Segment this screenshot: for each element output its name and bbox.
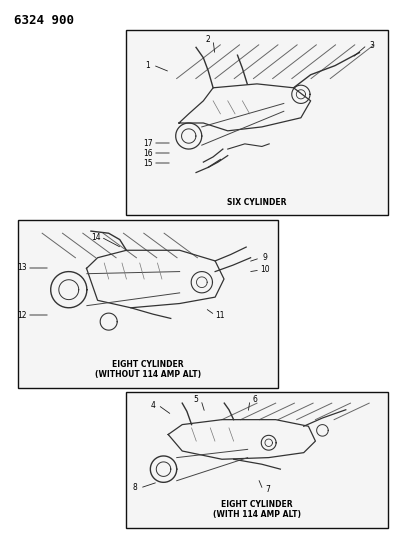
Text: 4: 4 <box>151 400 155 409</box>
Text: 5: 5 <box>193 395 198 405</box>
Text: 15: 15 <box>143 158 153 167</box>
Text: 8: 8 <box>133 483 137 492</box>
Text: 6: 6 <box>253 395 257 405</box>
Text: 6324 900: 6324 900 <box>14 14 74 27</box>
Text: 1: 1 <box>146 61 151 69</box>
Text: 16: 16 <box>143 149 153 157</box>
Text: 10: 10 <box>260 265 270 274</box>
Bar <box>18 220 278 388</box>
Bar <box>126 392 388 528</box>
Text: EIGHT CYLINDER
(WITH 114 AMP ALT): EIGHT CYLINDER (WITH 114 AMP ALT) <box>213 499 301 519</box>
Text: 14: 14 <box>91 232 101 241</box>
Text: 12: 12 <box>17 311 27 319</box>
Text: EIGHT CYLINDER
(WITHOUT 114 AMP ALT): EIGHT CYLINDER (WITHOUT 114 AMP ALT) <box>95 360 201 379</box>
Text: 17: 17 <box>143 139 153 148</box>
Text: 11: 11 <box>215 311 225 319</box>
Text: 3: 3 <box>370 41 375 50</box>
Text: 13: 13 <box>17 263 27 272</box>
Bar <box>126 30 388 215</box>
Text: 2: 2 <box>206 36 211 44</box>
Text: SIX CYLINDER: SIX CYLINDER <box>227 198 287 207</box>
Text: 7: 7 <box>266 486 271 495</box>
Text: 9: 9 <box>263 254 267 262</box>
